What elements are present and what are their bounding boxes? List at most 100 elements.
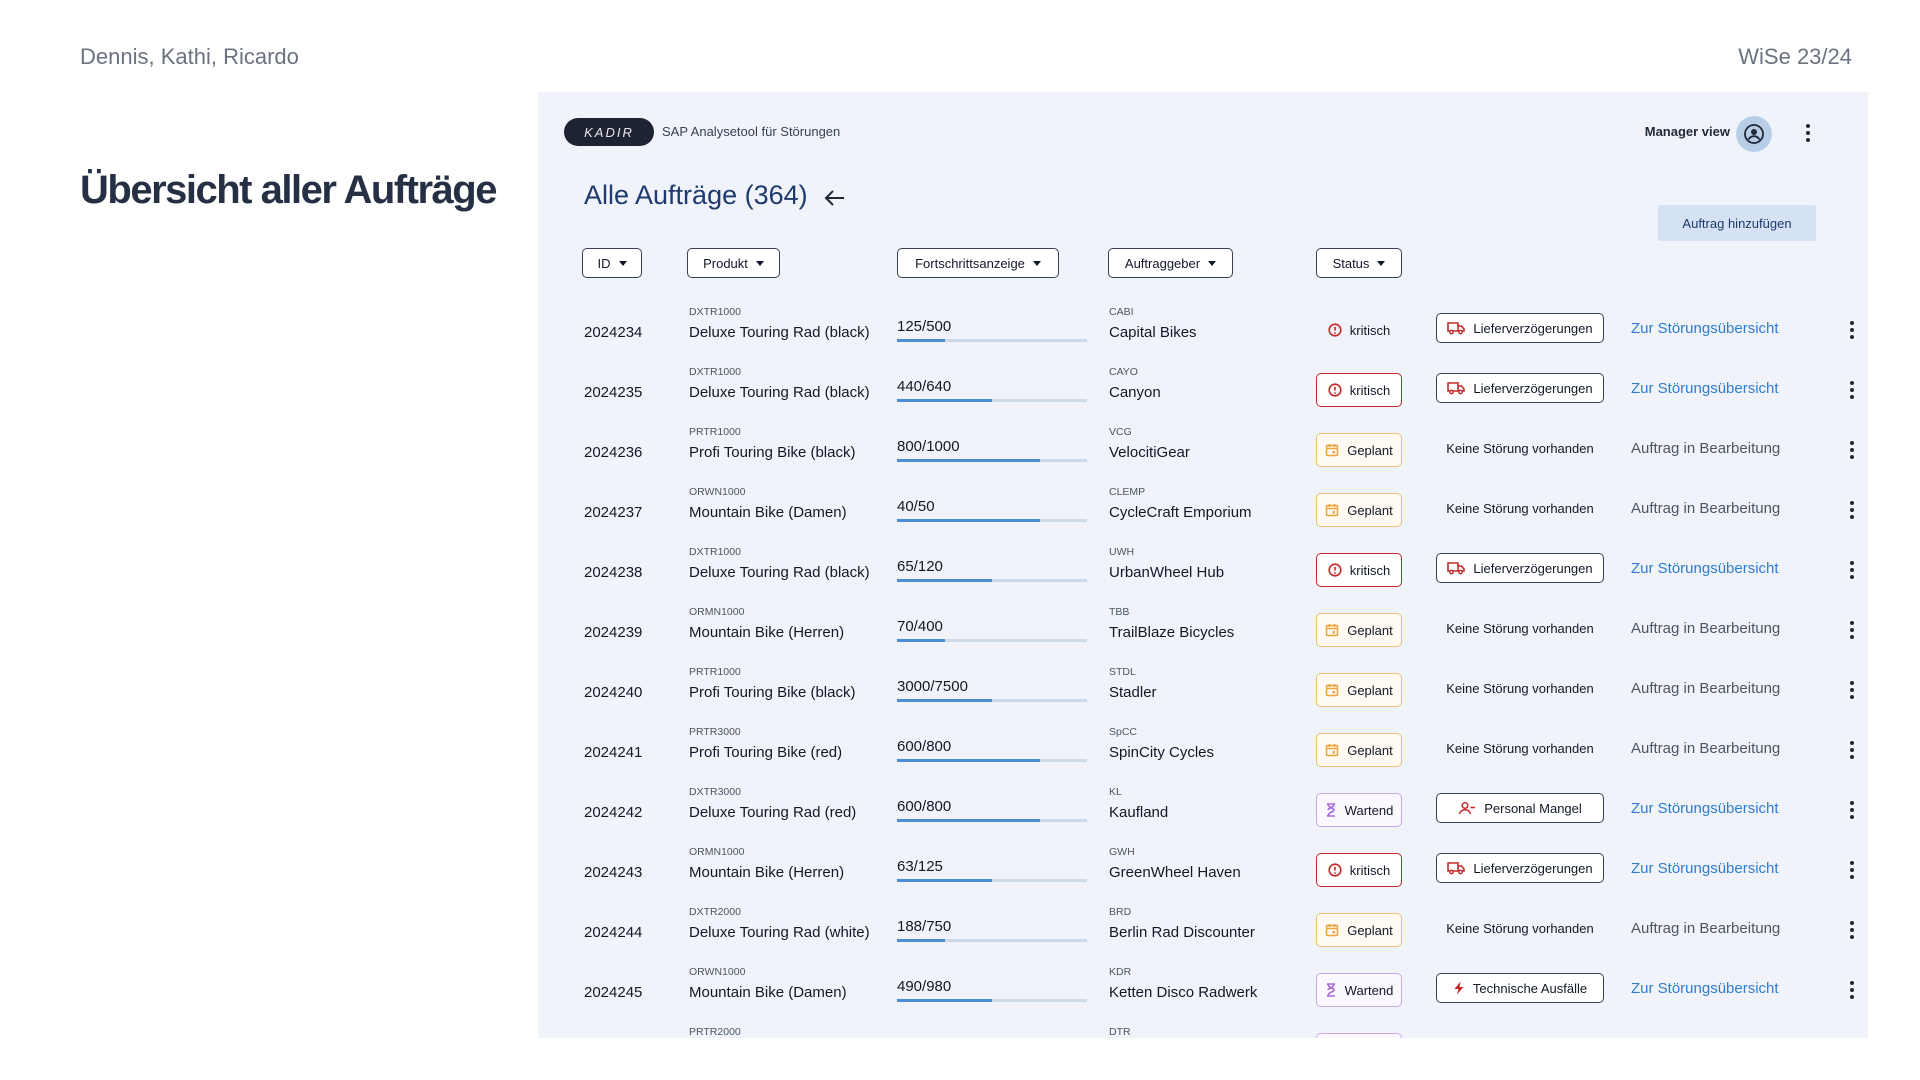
issue-badge[interactable]: Lieferverzögerungen bbox=[1436, 553, 1604, 583]
incident-overview-link[interactable]: Zur Störungsübersicht bbox=[1631, 380, 1779, 397]
progress-value: 188/750 bbox=[897, 918, 952, 935]
status-badge[interactable]: Wartend bbox=[1316, 973, 1402, 1007]
issue-label: Lieferverzögerungen bbox=[1473, 380, 1593, 396]
issue-badge[interactable]: Lieferverzögerungen bbox=[1436, 853, 1604, 883]
progress-bar bbox=[897, 699, 1087, 702]
status-badge[interactable]: kritisch bbox=[1316, 373, 1402, 407]
table-row[interactable]: 2024236 PRTR1000 Profi Touring Bike (black… bbox=[538, 422, 1868, 482]
filter-label: ID bbox=[597, 255, 611, 271]
order-id: 2024242 bbox=[584, 804, 643, 821]
incident-overview-link[interactable]: Zur Störungsübersicht bbox=[1631, 560, 1779, 577]
table-row[interactable]: 2024242 DXTR3000 Deluxe Touring Rad (red) 6… bbox=[538, 782, 1868, 842]
product-code: PRTR1000 bbox=[689, 666, 741, 678]
product-code: PRTR2000 bbox=[689, 1026, 741, 1038]
status-badge[interactable]: Geplant bbox=[1316, 673, 1402, 707]
more-vertical-icon[interactable] bbox=[1848, 739, 1856, 761]
filter-status[interactable]: Status bbox=[1316, 248, 1402, 278]
issue-badge[interactable]: Lieferverzögerungen bbox=[1436, 313, 1604, 343]
order-status-text: Auftrag in Bearbeitung bbox=[1631, 620, 1781, 637]
more-vertical-icon[interactable] bbox=[1848, 799, 1856, 821]
status-label: Geplant bbox=[1347, 502, 1393, 518]
more-vertical-icon[interactable] bbox=[1848, 379, 1856, 401]
add-order-button[interactable]: Auftrag hinzufügen bbox=[1658, 205, 1816, 241]
order-status-text: Auftrag in Bearbeitung bbox=[1631, 440, 1781, 457]
order-status-text: Auftrag in Bearbeitung bbox=[1631, 500, 1781, 517]
status-badge[interactable]: kritisch bbox=[1316, 853, 1402, 887]
progress-value: 70/400 bbox=[897, 618, 943, 635]
status-badge[interactable] bbox=[1316, 1033, 1402, 1038]
more-vertical-icon[interactable] bbox=[1848, 499, 1856, 521]
product-code: DXTR1000 bbox=[689, 546, 741, 558]
product-name: Deluxe Touring Rad (red) bbox=[689, 804, 857, 821]
more-vertical-icon[interactable] bbox=[1848, 619, 1856, 641]
status-badge[interactable]: Geplant bbox=[1316, 913, 1402, 947]
progress-fill bbox=[897, 879, 992, 882]
issue-badge[interactable]: Lieferverzögerungen bbox=[1436, 373, 1604, 403]
more-vertical-icon[interactable] bbox=[1848, 859, 1856, 881]
order-id: 2024235 bbox=[584, 384, 643, 401]
table-row[interactable]: 2024235 DXTR1000 Deluxe Touring Rad (black… bbox=[538, 362, 1868, 422]
table-row[interactable]: 2024244 DXTR2000 Deluxe Touring Rad (white… bbox=[538, 902, 1868, 962]
status-badge[interactable]: Geplant bbox=[1316, 613, 1402, 647]
filter-label: Auftraggeber bbox=[1124, 255, 1201, 271]
client-name: CycleCraft Emporium bbox=[1109, 504, 1252, 521]
progress-fill bbox=[897, 579, 992, 582]
incident-overview-link[interactable]: Zur Störungsübersicht bbox=[1631, 320, 1779, 337]
table-row[interactable]: 2024234 DXTR1000 Deluxe Touring Rad (black… bbox=[538, 302, 1868, 362]
progress-fill bbox=[897, 999, 992, 1002]
order-id: 2024245 bbox=[584, 984, 643, 1001]
filter-id[interactable]: ID bbox=[582, 248, 642, 278]
more-vertical-icon[interactable] bbox=[1848, 559, 1856, 581]
filter-progress[interactable]: Fortschrittsanzeige bbox=[897, 248, 1059, 278]
incident-overview-link[interactable]: Zur Störungsübersicht bbox=[1631, 800, 1779, 817]
table-row[interactable]: 2024245 ORWN1000 Mountain Bike (Damen) 490/… bbox=[538, 962, 1868, 1022]
progress-value: 3000/7500 bbox=[897, 678, 968, 695]
client-code: CABI bbox=[1109, 306, 1134, 318]
back-arrow-icon[interactable] bbox=[824, 188, 846, 208]
status-badge[interactable]: kritisch bbox=[1316, 313, 1402, 347]
progress-value: 125/500 bbox=[897, 318, 952, 335]
filter-product[interactable]: Produkt bbox=[687, 248, 780, 278]
issue-label: Keine Störung vorhanden bbox=[1446, 620, 1594, 636]
issue-badge[interactable]: Personal Mangel bbox=[1436, 793, 1604, 823]
status-badge[interactable]: Geplant bbox=[1316, 733, 1402, 767]
issue-badge[interactable]: Technische Ausfälle bbox=[1436, 973, 1604, 1003]
app-window: KADIR SAP Analysetool für Störungen Mana… bbox=[538, 92, 1868, 1038]
more-vertical-icon[interactable] bbox=[1848, 919, 1856, 941]
table-row[interactable]: 2024246PRTR2000Profi Touring Bike440/640… bbox=[538, 1022, 1868, 1038]
more-vertical-icon[interactable] bbox=[1848, 679, 1856, 701]
more-vertical-icon[interactable] bbox=[1798, 122, 1818, 144]
chevron-down-icon bbox=[1032, 260, 1041, 266]
product-code: ORWN1000 bbox=[689, 486, 746, 498]
status-badge[interactable]: Geplant bbox=[1316, 493, 1402, 527]
status-badge[interactable]: Wartend bbox=[1316, 793, 1402, 827]
app-logo[interactable]: KADIR bbox=[564, 118, 654, 146]
status-label: Geplant bbox=[1347, 922, 1393, 938]
status-badge[interactable]: kritisch bbox=[1316, 553, 1402, 587]
status-badge[interactable]: Geplant bbox=[1316, 433, 1402, 467]
table-row[interactable]: 2024239 ORMN1000 Mountain Bike (Herren) 70/… bbox=[538, 602, 1868, 662]
lightning-icon bbox=[1453, 981, 1465, 995]
more-vertical-icon[interactable] bbox=[1848, 439, 1856, 461]
table-row[interactable]: 2024237 ORWN1000 Mountain Bike (Damen) 40/5… bbox=[538, 482, 1868, 542]
issue-badge: Keine Störung vorhanden bbox=[1436, 1033, 1604, 1038]
truck-icon bbox=[1447, 561, 1466, 575]
progress-bar bbox=[897, 639, 1087, 642]
order-id: 2024239 bbox=[584, 624, 643, 641]
table-row[interactable]: 2024243 ORMN1000 Mountain Bike (Herren) 63/… bbox=[538, 842, 1868, 902]
issue-badge: Keine Störung vorhanden bbox=[1436, 433, 1604, 463]
table-row[interactable]: 2024238 DXTR1000 Deluxe Touring Rad (black… bbox=[538, 542, 1868, 602]
progress-bar bbox=[897, 879, 1087, 882]
filter-client[interactable]: Auftraggeber bbox=[1108, 248, 1233, 278]
incident-overview-link[interactable]: Zur Störungsübersicht bbox=[1631, 980, 1779, 997]
more-vertical-icon[interactable] bbox=[1848, 319, 1856, 341]
hourglass-icon bbox=[1325, 983, 1337, 997]
table-row[interactable]: 2024240 PRTR1000 Profi Touring Bike (black… bbox=[538, 662, 1868, 722]
product-name: Mountain Bike (Damen) bbox=[689, 984, 847, 1001]
filter-label: Fortschrittsanzeige bbox=[915, 255, 1025, 271]
status-label: Geplant bbox=[1347, 682, 1393, 698]
more-vertical-icon[interactable] bbox=[1848, 979, 1856, 1001]
avatar[interactable] bbox=[1736, 116, 1772, 152]
incident-overview-link[interactable]: Zur Störungsübersicht bbox=[1631, 860, 1779, 877]
table-row[interactable]: 2024241 PRTR3000 Profi Touring Bike (red) 6… bbox=[538, 722, 1868, 782]
